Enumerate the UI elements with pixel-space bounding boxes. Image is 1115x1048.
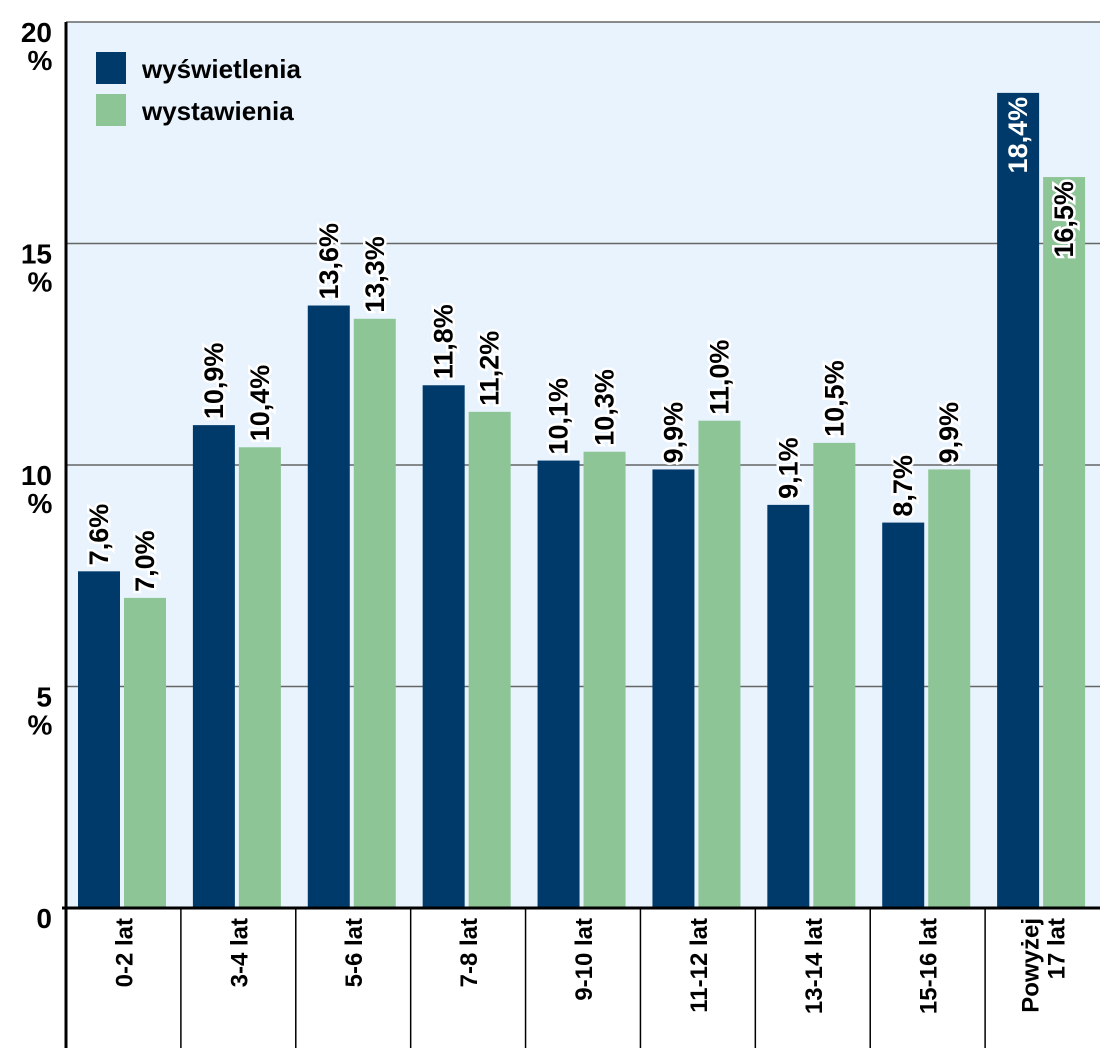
data-label: 13,6% bbox=[314, 223, 344, 300]
data-labels: 7,6% 7,0% 10,9% 10,4% 13,6% 13,3% 11,8% 11,2% 10… bbox=[82, 97, 1082, 595]
axes bbox=[62, 22, 1100, 1048]
data-label: 10,3% bbox=[590, 369, 620, 446]
y-tick-unit: % bbox=[28, 710, 53, 741]
y-tick-unit: % bbox=[28, 488, 53, 519]
y-tick-label: 10 bbox=[21, 460, 52, 491]
bar-wyswietlenia bbox=[652, 469, 695, 908]
category-label: 13-14 lat bbox=[801, 918, 828, 1014]
data-label: 11,8% bbox=[429, 304, 459, 379]
category-label: Powyżej17 lat bbox=[1018, 918, 1071, 1013]
y-axis-ticks: 05%10%15%20% bbox=[21, 17, 53, 934]
data-label: 16,5% bbox=[1049, 181, 1079, 258]
data-label: 8,7% bbox=[888, 455, 918, 517]
bar-wyswietlenia bbox=[882, 522, 925, 908]
bar-wyswietlenia bbox=[307, 305, 350, 908]
bar-wyswietlenia bbox=[767, 504, 810, 908]
legend-label-wystawienia: wystawienia bbox=[141, 96, 294, 126]
y-tick-label: 5 bbox=[36, 682, 52, 713]
category-label: 3-4 lat bbox=[226, 918, 253, 987]
legend: wyświetlenia wystawienia bbox=[96, 52, 301, 126]
category-label: 0-2 lat bbox=[111, 918, 138, 987]
legend-swatch-wyswietlenia bbox=[96, 52, 126, 84]
y-tick-label: 0 bbox=[36, 903, 52, 934]
legend-label-wyswietlenia: wyświetlenia bbox=[141, 54, 301, 84]
data-label: 10,9% bbox=[199, 343, 229, 420]
category-label: 9-10 lat bbox=[571, 918, 598, 1001]
data-label: 10,4% bbox=[245, 365, 275, 442]
bar-wystawienia bbox=[1043, 177, 1086, 909]
data-label: 7,0% bbox=[130, 530, 160, 592]
bar-wystawienia bbox=[468, 411, 511, 908]
data-label: 9,1% bbox=[773, 437, 803, 499]
data-label: 10,1% bbox=[544, 378, 574, 455]
data-label: 9,9% bbox=[658, 402, 688, 464]
y-tick-unit: % bbox=[28, 267, 53, 298]
data-label: 9,9% bbox=[934, 402, 964, 464]
bar-wyswietlenia bbox=[537, 460, 580, 908]
legend-swatch-wystawienia bbox=[96, 94, 126, 126]
bar-wyswietlenia bbox=[192, 425, 235, 908]
bar-wyswietlenia bbox=[422, 385, 465, 908]
bar-wystawienia bbox=[238, 447, 281, 908]
data-label: 10,5% bbox=[819, 360, 849, 437]
data-label: 13,3% bbox=[360, 236, 390, 313]
bar-wyswietlenia bbox=[78, 571, 120, 908]
bar-wystawienia bbox=[698, 420, 741, 908]
x-axis-categories: 0-2 lat 3-4 lat 5-6 lat 7-8 lat 9-10 lat 11-1… bbox=[111, 918, 1070, 1014]
category-label: 15-16 lat bbox=[916, 918, 943, 1014]
bar-wystawienia bbox=[583, 451, 626, 908]
bar-wystawienia bbox=[813, 442, 856, 908]
bars bbox=[78, 92, 1086, 909]
bar-wyswietlenia bbox=[997, 92, 1040, 908]
bar-wystawienia bbox=[124, 597, 166, 908]
data-label: 11,2% bbox=[475, 331, 505, 406]
y-tick-label: 20 bbox=[21, 17, 52, 48]
y-tick-unit: % bbox=[28, 45, 53, 76]
category-label: 7-8 lat bbox=[456, 918, 483, 987]
bar-wystawienia bbox=[353, 318, 396, 908]
gridlines bbox=[66, 21, 1100, 688]
category-label: 11-12 lat bbox=[686, 918, 713, 1013]
bar-wystawienia bbox=[928, 469, 971, 908]
category-label: 5-6 lat bbox=[341, 918, 368, 987]
data-label: 7,6% bbox=[84, 504, 114, 566]
data-label: 18,4% bbox=[1003, 97, 1033, 174]
data-label: 11,0% bbox=[704, 340, 734, 415]
y-tick-label: 15 bbox=[21, 239, 52, 270]
